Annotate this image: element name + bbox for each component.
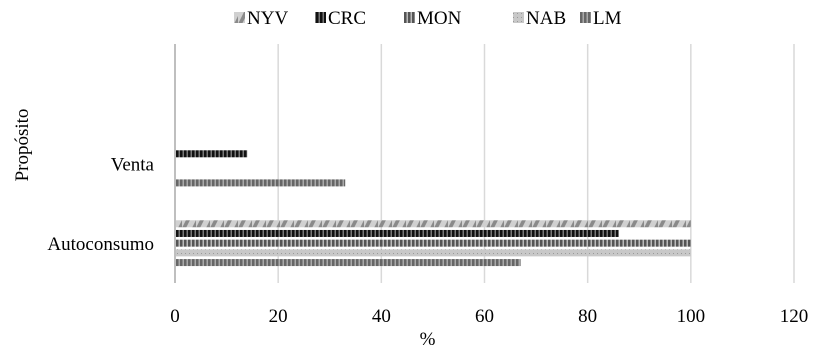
- legend-swatch-nab: [513, 12, 524, 23]
- legend-swatch-lm: [580, 12, 591, 23]
- x-axis: 0 20 40 60 80 100 120: [170, 306, 808, 327]
- legend-label-nyv: NYV: [247, 8, 288, 29]
- bar-crc-venta: [175, 150, 248, 158]
- bar-lm-venta: [175, 179, 346, 187]
- legend-label-mon: MON: [417, 8, 462, 29]
- x-tick-label: 40: [372, 306, 391, 327]
- bar-nab-autoconsumo: [175, 249, 691, 257]
- gridlines: [277, 44, 795, 283]
- y-axis-title: Propósito: [12, 109, 33, 182]
- y-category-label: Autoconsumo: [47, 234, 154, 255]
- legend-label-crc: CRC: [328, 8, 366, 29]
- bar-lm-autoconsumo: [175, 259, 521, 267]
- x-tick-label: 100: [677, 306, 706, 327]
- bar-mon-autoconsumo: [175, 239, 691, 247]
- x-tick-label: 0: [170, 306, 180, 327]
- x-tick-label: 60: [475, 306, 494, 327]
- x-tick-label: 80: [578, 306, 597, 327]
- bar-nyv-autoconsumo: [175, 220, 691, 228]
- legend-swatch-mon: [404, 12, 415, 23]
- x-tick-label: 120: [780, 306, 809, 327]
- x-tick-label: 20: [269, 306, 288, 327]
- legend: NYV CRC MON NAB LM: [234, 8, 622, 29]
- legend-swatch-nyv: [234, 12, 245, 23]
- y-axis: Autoconsumo Venta: [47, 44, 176, 283]
- x-axis-title: %: [420, 329, 436, 346]
- bars: [175, 150, 691, 267]
- y-category-label: Venta: [111, 155, 155, 176]
- legend-label-lm: LM: [593, 8, 622, 29]
- legend-label-nab: NAB: [526, 8, 566, 29]
- legend-swatch-crc: [315, 12, 326, 23]
- bar-crc-autoconsumo: [175, 229, 619, 237]
